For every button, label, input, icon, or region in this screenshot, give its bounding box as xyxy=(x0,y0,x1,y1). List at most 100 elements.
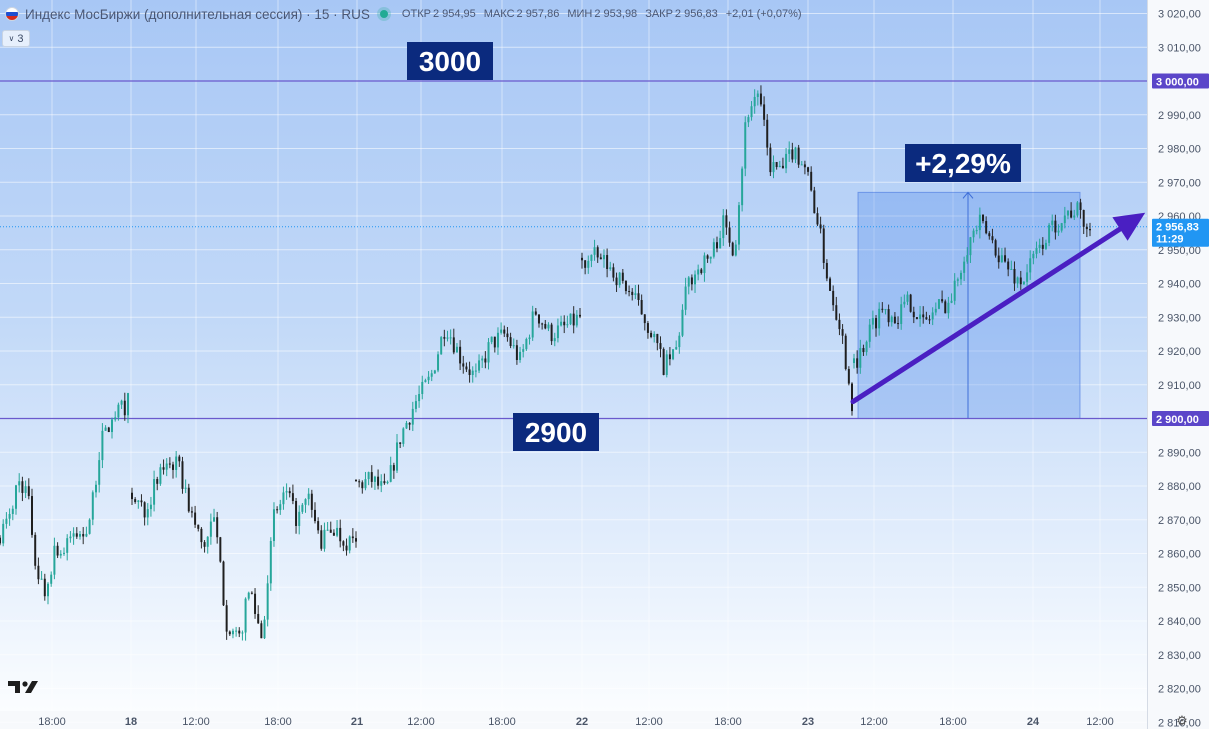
gear-icon[interactable]: ⚙ xyxy=(1176,713,1188,728)
candle-body xyxy=(579,314,581,317)
candle xyxy=(835,296,838,321)
candle xyxy=(146,503,149,526)
candle xyxy=(500,322,503,335)
candle xyxy=(123,392,126,421)
y-tick-label: 2 810,00 xyxy=(1158,717,1201,729)
candle xyxy=(599,253,602,260)
candle xyxy=(890,315,893,327)
y-tick-label: 2 940,00 xyxy=(1158,279,1201,291)
candle-body xyxy=(906,294,909,302)
indicators-toggle-button[interactable]: ∨ 3 xyxy=(2,30,30,47)
candle-body xyxy=(590,254,593,261)
candle xyxy=(966,247,969,264)
candle-body xyxy=(203,542,206,547)
x-tick-label: 12:00 xyxy=(635,716,663,728)
level-badge-2900-bg xyxy=(1152,411,1209,426)
candle-body xyxy=(503,329,506,334)
candle xyxy=(560,315,563,327)
candle xyxy=(449,329,452,345)
candle xyxy=(547,322,550,332)
candle-body xyxy=(807,167,810,172)
candle xyxy=(1044,239,1047,251)
candle-body xyxy=(373,476,376,482)
level-label-2900-bg xyxy=(513,413,599,451)
candle-body xyxy=(47,583,49,597)
candle-body xyxy=(1022,281,1025,285)
candle xyxy=(361,480,364,494)
candle xyxy=(618,271,621,288)
candle-body xyxy=(1073,215,1076,218)
candle xyxy=(624,280,627,295)
candle xyxy=(140,494,143,507)
candle xyxy=(320,525,323,551)
candle-body xyxy=(853,358,855,364)
candle xyxy=(484,351,487,369)
candle-body xyxy=(868,324,871,342)
candle xyxy=(446,330,449,342)
candle xyxy=(572,306,575,334)
candle xyxy=(203,540,206,553)
candle-body xyxy=(862,348,865,353)
candle xyxy=(433,369,436,374)
candle xyxy=(1022,281,1025,286)
candle xyxy=(528,334,531,345)
candle xyxy=(260,620,263,639)
candle xyxy=(235,626,238,637)
candle-body xyxy=(238,630,241,634)
candle xyxy=(972,228,975,243)
candle xyxy=(238,627,241,638)
candle-body xyxy=(323,529,326,549)
candle-body xyxy=(553,338,556,342)
range-measure-box[interactable] xyxy=(857,191,1081,419)
candle-body xyxy=(719,238,722,249)
candle xyxy=(1013,261,1016,291)
candle-body xyxy=(389,465,392,482)
candle xyxy=(744,116,747,177)
candle-body xyxy=(37,565,40,580)
candle xyxy=(609,261,612,271)
instrument-title[interactable]: Индекс МосБиржи (дополнительная сессия) … xyxy=(25,6,370,22)
candle-body xyxy=(471,370,474,376)
candle-body xyxy=(34,534,37,566)
candle xyxy=(56,542,59,559)
candle-body xyxy=(143,502,146,518)
candle-body xyxy=(851,383,853,412)
candle-body xyxy=(763,104,766,120)
candle-body xyxy=(414,401,417,409)
x-tick-label: 18:00 xyxy=(939,716,967,728)
candle-body xyxy=(440,337,443,355)
candle-body xyxy=(934,308,937,313)
open-label: ОТКР xyxy=(401,8,431,20)
candle-body xyxy=(690,277,693,285)
candle-body xyxy=(95,484,97,493)
candle-body xyxy=(703,255,706,274)
candle xyxy=(459,340,462,371)
candle xyxy=(326,521,329,531)
candle-body xyxy=(351,536,354,539)
candle xyxy=(88,518,91,535)
candle xyxy=(175,451,178,478)
candle xyxy=(377,469,380,490)
candle-body xyxy=(759,93,762,105)
candle xyxy=(291,484,294,505)
trend-arrow-line[interactable] xyxy=(850,226,1123,405)
candle-body xyxy=(276,509,279,511)
candle-body xyxy=(21,481,24,493)
candle-body xyxy=(254,593,257,614)
candle xyxy=(490,336,493,345)
candle-body xyxy=(560,321,563,326)
candle xyxy=(1079,198,1082,219)
candle xyxy=(978,207,981,239)
candle xyxy=(2,519,5,547)
candle-body xyxy=(339,527,342,542)
candle xyxy=(313,502,316,524)
tradingview-logo-icon[interactable] xyxy=(8,681,38,693)
candle xyxy=(373,475,376,490)
candle xyxy=(566,315,569,328)
candle-body xyxy=(646,323,649,333)
candle xyxy=(79,530,81,540)
candle xyxy=(781,157,784,169)
candle xyxy=(329,521,332,533)
